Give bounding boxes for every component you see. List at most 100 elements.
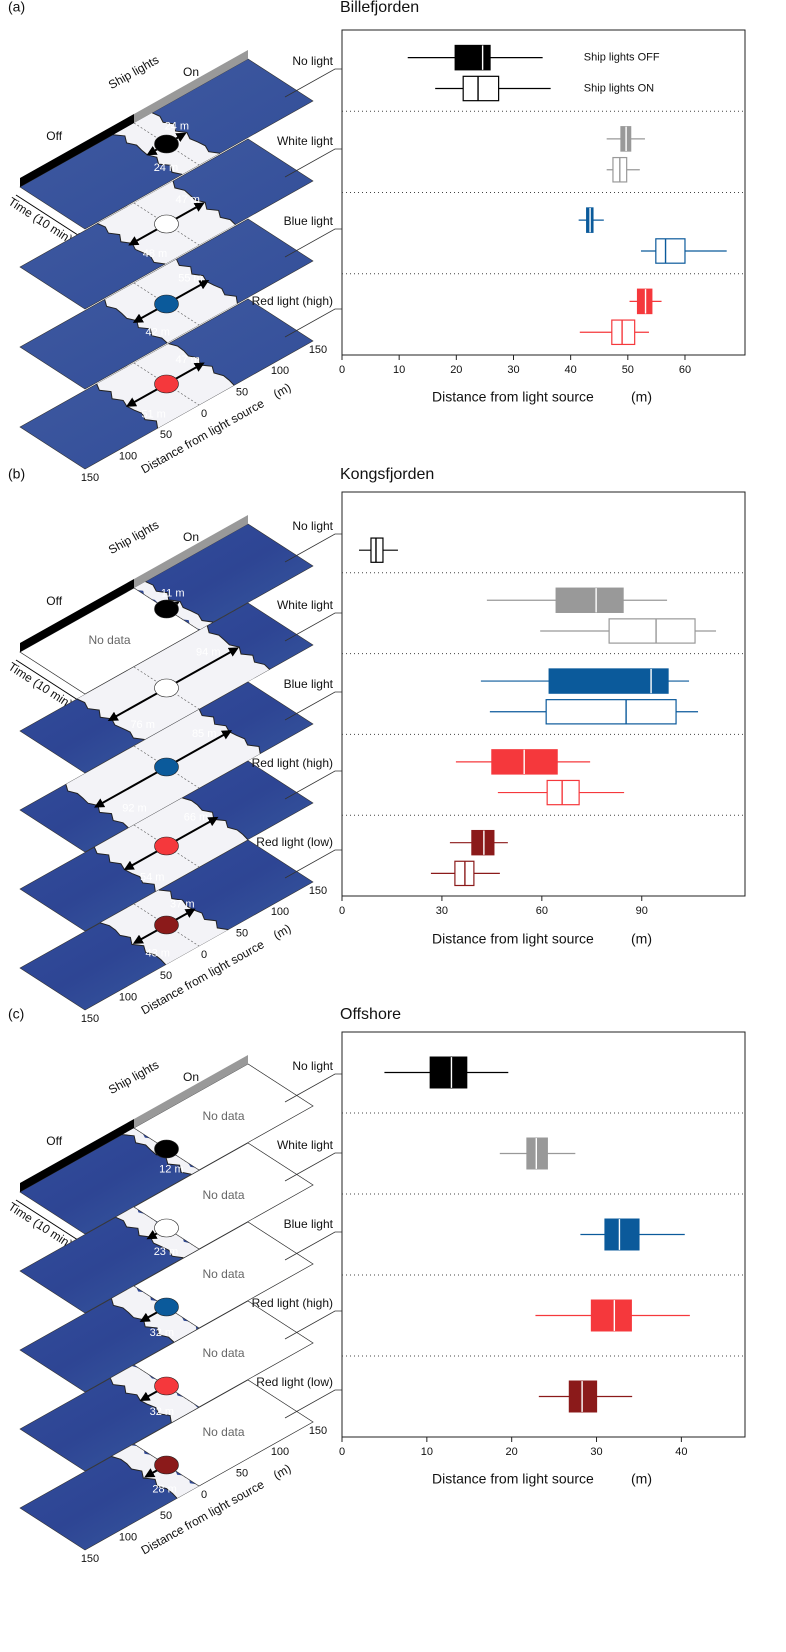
category-label: Red light (low) — [256, 1375, 333, 1389]
zone-edge — [100, 922, 167, 966]
distance-tick-label: 0 — [201, 949, 207, 961]
leader-line — [284, 1310, 342, 1340]
category-label: Blue light — [284, 677, 334, 691]
on-label: On — [183, 530, 199, 544]
light-source — [154, 1376, 179, 1396]
category-label: No light — [292, 54, 333, 68]
category-label: No light — [292, 519, 333, 533]
distance-label: 24 m — [165, 120, 189, 132]
light-source — [154, 374, 179, 394]
leader-line — [284, 612, 342, 642]
leader-line — [284, 691, 342, 721]
x-tick-label: 20 — [450, 364, 462, 376]
distance-label: 48 m — [143, 248, 167, 260]
box — [471, 829, 495, 856]
distance-label: 51 m — [141, 409, 165, 421]
distance-tick-label: 100 — [119, 992, 137, 1004]
distance-label: 28 m — [152, 1484, 176, 1496]
leader-line — [284, 533, 342, 563]
legend-label: Ship lights OFF — [584, 52, 660, 64]
panel-label: (c) — [8, 1006, 24, 1022]
category-label: Red light (high) — [252, 1296, 333, 1310]
distance-arrow — [172, 279, 210, 302]
light-source — [154, 1297, 179, 1317]
x-tick-label: 40 — [675, 1446, 687, 1458]
distance-label: 32 m — [150, 1327, 174, 1339]
distance-label: 66 m — [184, 812, 208, 824]
distance-arrow — [172, 362, 205, 382]
category-label: No light — [292, 1059, 333, 1073]
chart-title: Billefjorden — [340, 0, 419, 16]
distance-tick-label: 100 — [119, 1532, 137, 1544]
lights-on-bar — [134, 515, 248, 588]
distance-tick-label: 150 — [309, 1425, 327, 1437]
distance-arrow — [172, 730, 233, 765]
box — [604, 1218, 640, 1251]
distance-label: 37 m — [170, 898, 194, 910]
category-label: White light — [277, 1138, 334, 1152]
light-source — [154, 599, 179, 619]
off-label: Off — [46, 594, 62, 608]
distance-label: 47 m — [176, 354, 200, 366]
box — [548, 668, 669, 694]
leader-line — [284, 770, 342, 800]
midline — [133, 824, 200, 868]
midline — [133, 666, 200, 710]
distance-label: 42 m — [145, 326, 169, 338]
distance-arrow — [132, 306, 161, 323]
distance-label: 55 m — [178, 273, 202, 285]
distance-arrow — [128, 226, 161, 246]
leader-line — [284, 228, 342, 258]
midline — [133, 282, 200, 326]
distance-tick-label: 100 — [271, 1446, 289, 1458]
zone-edge — [145, 581, 214, 623]
zone-edge — [111, 1456, 178, 1499]
category-label: White light — [277, 134, 334, 148]
x-axis-unit: (m) — [631, 1471, 652, 1487]
box — [526, 1137, 548, 1170]
light-source — [154, 1455, 179, 1475]
distance-tick-label: 100 — [271, 365, 289, 377]
x-axis-label: Distance from light source — [432, 389, 594, 405]
light-source — [154, 134, 179, 154]
box — [370, 537, 384, 563]
distance-label: 11 m — [161, 588, 185, 600]
box — [545, 699, 677, 725]
box — [568, 1380, 598, 1413]
midline — [133, 122, 200, 166]
no-data-label: No data — [202, 1188, 244, 1202]
no-data-label: No data — [202, 1109, 244, 1123]
box — [636, 288, 653, 315]
no-data-area — [133, 1379, 314, 1487]
distance-arrow — [132, 927, 161, 944]
zone-edge — [206, 625, 270, 670]
off-label: Off — [46, 129, 62, 143]
midline — [133, 202, 200, 246]
lights-on-bar — [134, 1055, 248, 1128]
distance-tick-label: 150 — [81, 472, 99, 484]
x-axis-label: Distance from light source — [432, 1471, 594, 1487]
distance-tick-label: 50 — [236, 387, 248, 399]
ship-lights-label: Ship lights — [106, 1058, 161, 1097]
x-tick-label: 0 — [339, 364, 345, 376]
leader-line — [284, 1231, 342, 1261]
no-data-area — [133, 1221, 314, 1329]
x-tick-label: 50 — [622, 364, 634, 376]
distance-label: 92 m — [122, 802, 146, 814]
light-source — [154, 678, 179, 698]
avoidance-zone — [110, 1366, 198, 1423]
box — [555, 587, 624, 613]
x-tick-label: 0 — [339, 905, 345, 917]
distance-tick-label: 100 — [119, 451, 137, 463]
distance-label: 94 m — [196, 647, 220, 659]
distance-label: 54 m — [140, 871, 164, 883]
box — [611, 319, 636, 346]
distance-arrow — [107, 690, 161, 721]
lights-on-bar — [134, 50, 248, 123]
light-source — [154, 757, 179, 777]
no-data-area — [133, 1300, 314, 1408]
light-source — [154, 1139, 179, 1159]
zone-edge — [151, 112, 220, 154]
no-data-area — [133, 1063, 314, 1171]
leader-line — [284, 1389, 342, 1419]
